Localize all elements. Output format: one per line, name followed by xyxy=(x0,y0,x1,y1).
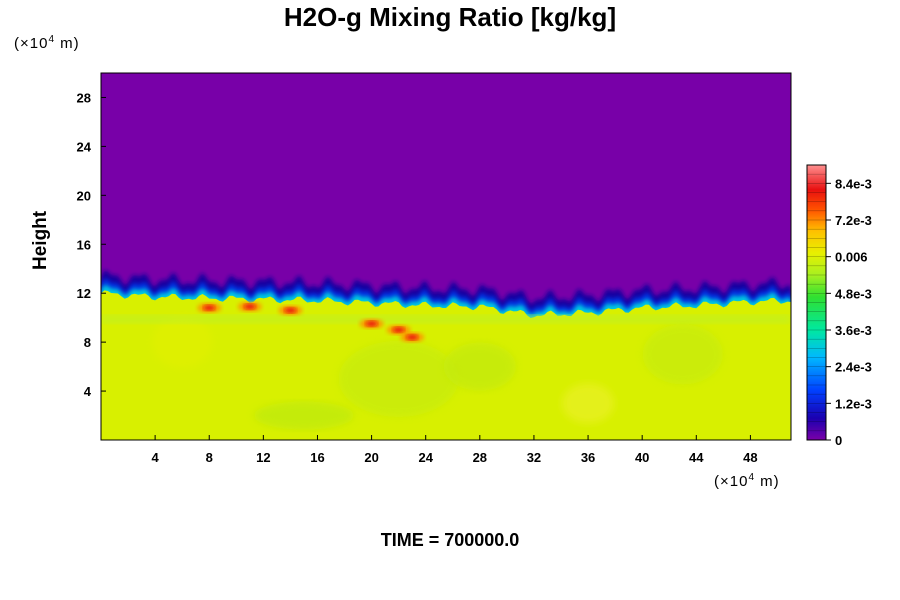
x-unit-base: (×10 xyxy=(714,473,749,490)
colorbar-tick-label: 2.4e-3 xyxy=(835,360,872,375)
x-tick-label: 8 xyxy=(206,450,213,465)
colorbar-tick-label: 7.2e-3 xyxy=(835,213,872,228)
plume-patch xyxy=(642,324,723,385)
heatmap-field xyxy=(101,73,791,440)
plume-patch xyxy=(338,340,459,417)
colorbar-tick-label: 1.2e-3 xyxy=(835,396,872,411)
x-tick-label: 40 xyxy=(635,450,649,465)
y-tick-label: 24 xyxy=(77,139,92,154)
colorbar-band-lines xyxy=(807,173,826,432)
colorbar-tick-label: 0.006 xyxy=(835,250,868,265)
moist-peak-core xyxy=(365,320,378,327)
plume-patch xyxy=(152,316,213,369)
x-tick-label: 20 xyxy=(364,450,378,465)
y-axis-unit: (×104 m) xyxy=(14,34,80,52)
x-tick-label: 12 xyxy=(256,450,270,465)
colorbar-ticks: 0 1.2e-3 2.4e-3 3.6e-3 4.8e-3 0.006 7.2e-3 8.4e… xyxy=(826,176,872,448)
x-axis-ticks: 4 8 12 16 20 24 28 32 36 40 44 48 xyxy=(152,435,758,465)
x-tick-label: 28 xyxy=(473,450,487,465)
moist-peak-core xyxy=(243,303,256,310)
x-tick-label: 24 xyxy=(418,450,433,465)
moist-peak-core xyxy=(406,334,419,341)
plume-patch xyxy=(562,383,615,424)
moist-peaks xyxy=(197,301,425,343)
plume-structures xyxy=(101,315,791,430)
plume-patch xyxy=(443,342,516,391)
x-axis-unit: (×104 m) xyxy=(714,472,780,490)
x-unit-exp: 4 xyxy=(748,472,756,483)
y-tick-label: 8 xyxy=(84,335,91,350)
x-tick-label: 36 xyxy=(581,450,595,465)
chart-title: H2O-g Mixing Ratio [kg/kg] xyxy=(283,2,617,32)
colorbar-tick-label: 4.8e-3 xyxy=(835,286,872,301)
interface-green-fringe xyxy=(101,315,791,324)
y-tick-label: 16 xyxy=(77,237,91,252)
colorbar-tick-label: 0 xyxy=(835,433,842,448)
y-tick-label: 28 xyxy=(77,90,91,105)
y-unit-tail: m) xyxy=(55,35,80,52)
plot-frame xyxy=(100,72,792,441)
y-unit-base: (×10 xyxy=(14,35,49,52)
x-tick-label: 48 xyxy=(743,450,757,465)
x-tick-label: 32 xyxy=(527,450,541,465)
x-tick-label: 44 xyxy=(689,450,704,465)
x-tick-label: 4 xyxy=(152,450,160,465)
y-tick-label: 4 xyxy=(84,384,92,399)
moist-peak-core xyxy=(284,307,297,314)
moist-peak-core xyxy=(392,326,405,333)
y-tick-label: 20 xyxy=(77,188,91,203)
moist-peak-core xyxy=(203,304,216,311)
colorbar-tick-label: 8.4e-3 xyxy=(835,176,872,191)
plume-patch xyxy=(253,401,354,430)
x-unit-tail: m) xyxy=(755,473,780,490)
y-tick-label: 12 xyxy=(77,286,91,301)
time-label: TIME = 700000.0 xyxy=(380,530,520,550)
y-unit-exp: 4 xyxy=(48,34,56,45)
x-tick-label: 16 xyxy=(310,450,324,465)
colorbar-tick-label: 3.6e-3 xyxy=(835,323,872,338)
y-axis-ticks: 4 8 12 16 20 24 28 xyxy=(77,90,106,399)
